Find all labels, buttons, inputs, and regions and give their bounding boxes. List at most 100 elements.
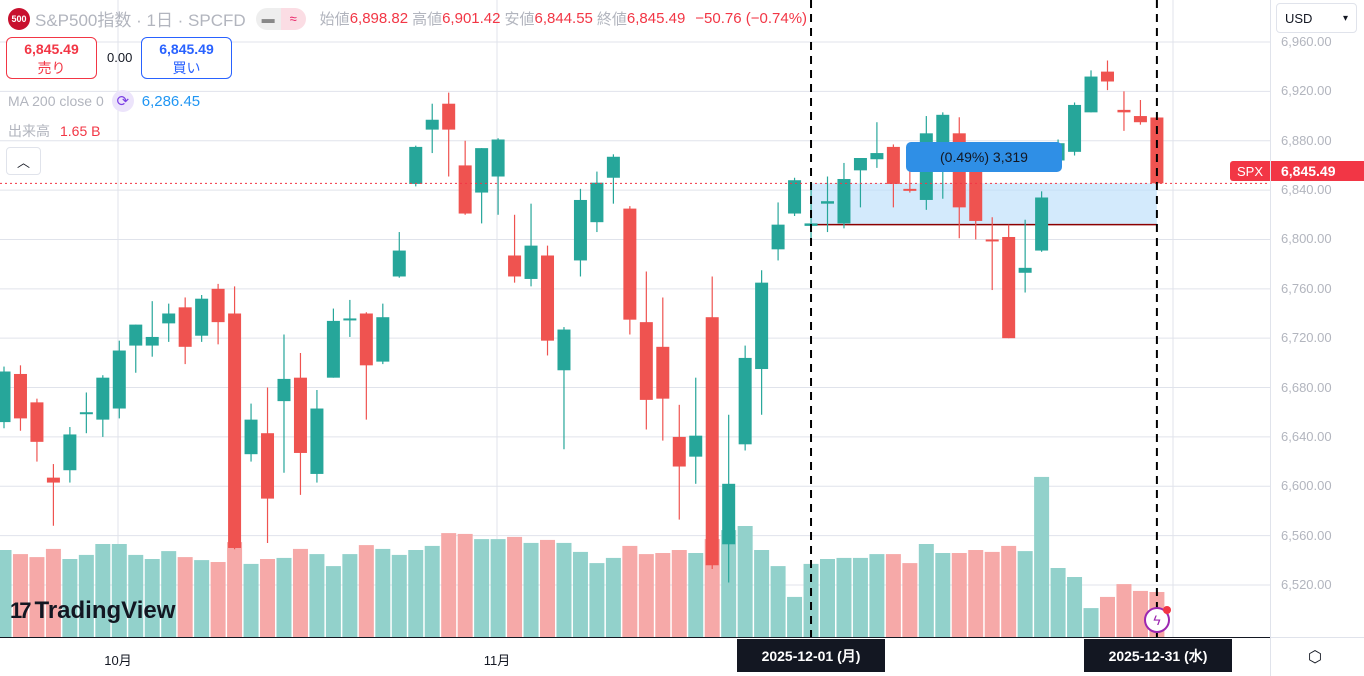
volume-bar xyxy=(128,554,144,637)
date-marker-end: 2025-12-31 (水) xyxy=(1084,639,1232,672)
volume-bar xyxy=(260,559,276,637)
legend-toggles: ▬ ≈ xyxy=(255,7,306,30)
volume-bar xyxy=(194,560,210,637)
volume-bar xyxy=(1001,545,1017,637)
candle-down xyxy=(1100,71,1114,82)
lightning-icon[interactable]: ϟ xyxy=(1144,606,1171,633)
volume-bar xyxy=(968,550,984,637)
collapse-legend-button[interactable]: ︿ xyxy=(6,147,41,175)
measure-tooltip: (0.49%) 3,319 xyxy=(906,142,1062,172)
brand-text: TradingView xyxy=(34,597,176,624)
buy-button[interactable]: 6,845.49 買い xyxy=(141,37,232,79)
change-value: −50.76 (−0.74%) xyxy=(695,10,808,27)
candle-up xyxy=(310,408,324,474)
volume-bar xyxy=(556,542,572,637)
volume-bar xyxy=(836,557,852,637)
candle-up xyxy=(524,245,538,279)
price-tick-label: 6,640.00 xyxy=(1281,428,1332,444)
sell-label: 売り xyxy=(37,60,66,76)
sell-price: 6,845.49 xyxy=(24,41,79,57)
chevron-down-icon: ▾ xyxy=(1342,12,1348,24)
candle-down xyxy=(442,103,456,130)
close-label: 終値 xyxy=(596,11,627,28)
volume-bar xyxy=(638,554,654,637)
volume-bar xyxy=(1017,551,1033,637)
volume-bar xyxy=(885,554,901,637)
price-axis[interactable]: 6,960.00 6,920.00 6,880.00 6,840.00 6,800.00… xyxy=(1270,0,1364,637)
price-tick-label: 6,880.00 xyxy=(1281,132,1332,148)
candle-down xyxy=(13,373,27,419)
candle-up xyxy=(1018,267,1032,273)
ma-indicator-row[interactable]: MA 200 close 0 ⟳ 6,286.45 xyxy=(8,90,200,112)
price-tick-label: 6,560.00 xyxy=(1281,527,1332,543)
volume-bar xyxy=(1067,577,1083,637)
volume-bar xyxy=(325,566,341,637)
candle-up xyxy=(277,378,291,402)
volume-bar xyxy=(902,563,918,637)
candle-down xyxy=(672,436,686,467)
volume-bar xyxy=(1116,584,1132,637)
symbol-logo: 500 xyxy=(8,7,30,30)
price-tick-label: 6,960.00 xyxy=(1281,34,1332,49)
month-label-nov: 11月 xyxy=(483,653,511,668)
price-tick-label: 6,600.00 xyxy=(1281,478,1332,494)
volume-bar xyxy=(820,559,835,637)
volume-bar xyxy=(803,563,819,637)
settings-icon[interactable]: ⬡ xyxy=(1308,649,1322,666)
volume-bar xyxy=(309,554,325,637)
candle-up xyxy=(573,199,587,261)
candle-down xyxy=(623,208,637,320)
volume-bar xyxy=(1099,596,1115,637)
minus-icon[interactable]: ▬ xyxy=(255,7,281,30)
volume-bar xyxy=(358,545,374,637)
price-chart[interactable] xyxy=(0,0,1270,637)
candle-up xyxy=(79,412,93,415)
candle-up xyxy=(63,434,77,471)
volume-bar xyxy=(572,551,588,637)
candle-up xyxy=(475,148,489,193)
candle-up xyxy=(755,282,769,370)
sell-button[interactable]: 6,845.49 売り xyxy=(6,37,97,79)
volume-bar xyxy=(589,563,605,637)
tradingview-logo[interactable]: 17 TradingView xyxy=(10,597,175,625)
candle-up xyxy=(425,119,439,130)
volume-label: 出来高 xyxy=(8,123,50,139)
ma-value: 6,286.45 xyxy=(141,92,201,110)
volume-bar xyxy=(622,545,638,637)
low-value: 6,844.55 xyxy=(534,10,593,27)
candle-up xyxy=(392,250,406,277)
volume-bar xyxy=(45,548,61,637)
volume-bar xyxy=(869,554,885,637)
volume-bar xyxy=(424,545,440,637)
high-label: 高値 xyxy=(412,11,443,28)
volume-bar xyxy=(507,536,523,637)
approx-icon[interactable]: ≈ xyxy=(280,7,306,30)
volume-bar xyxy=(951,553,967,637)
volume-bar xyxy=(441,533,457,637)
volume-bar xyxy=(737,526,753,637)
candle-up xyxy=(837,178,851,224)
volume-bar xyxy=(408,550,424,637)
candle-up xyxy=(1035,197,1049,251)
candle-up xyxy=(326,320,340,378)
volume-bar xyxy=(474,539,490,637)
candle-up xyxy=(1084,76,1098,113)
volume-bar xyxy=(490,539,506,637)
candle-down xyxy=(1002,236,1016,339)
volume-bar xyxy=(292,548,308,637)
symbol-title[interactable]: S&P500指数 · 1日 · SPCFD xyxy=(35,11,246,30)
volume-indicator-row[interactable]: 出来高 1.65 B xyxy=(8,121,100,141)
time-axis[interactable]: 10月 11月 2025-12-01 (月) 2025-12-31 (水) xyxy=(0,637,1270,676)
volume-bar xyxy=(671,550,687,637)
volume-bar xyxy=(161,551,177,637)
volume-bar xyxy=(754,550,770,637)
refresh-icon[interactable]: ⟳ xyxy=(111,90,134,112)
candle-up xyxy=(557,329,571,371)
candle-up xyxy=(409,146,423,184)
candle-down xyxy=(639,322,653,400)
currency-select[interactable]: USD ▾ xyxy=(1276,3,1357,33)
volume-bar xyxy=(342,554,358,637)
candle-up xyxy=(112,350,126,409)
buy-price: 6,845.49 xyxy=(159,41,214,57)
candle-down xyxy=(903,188,917,191)
